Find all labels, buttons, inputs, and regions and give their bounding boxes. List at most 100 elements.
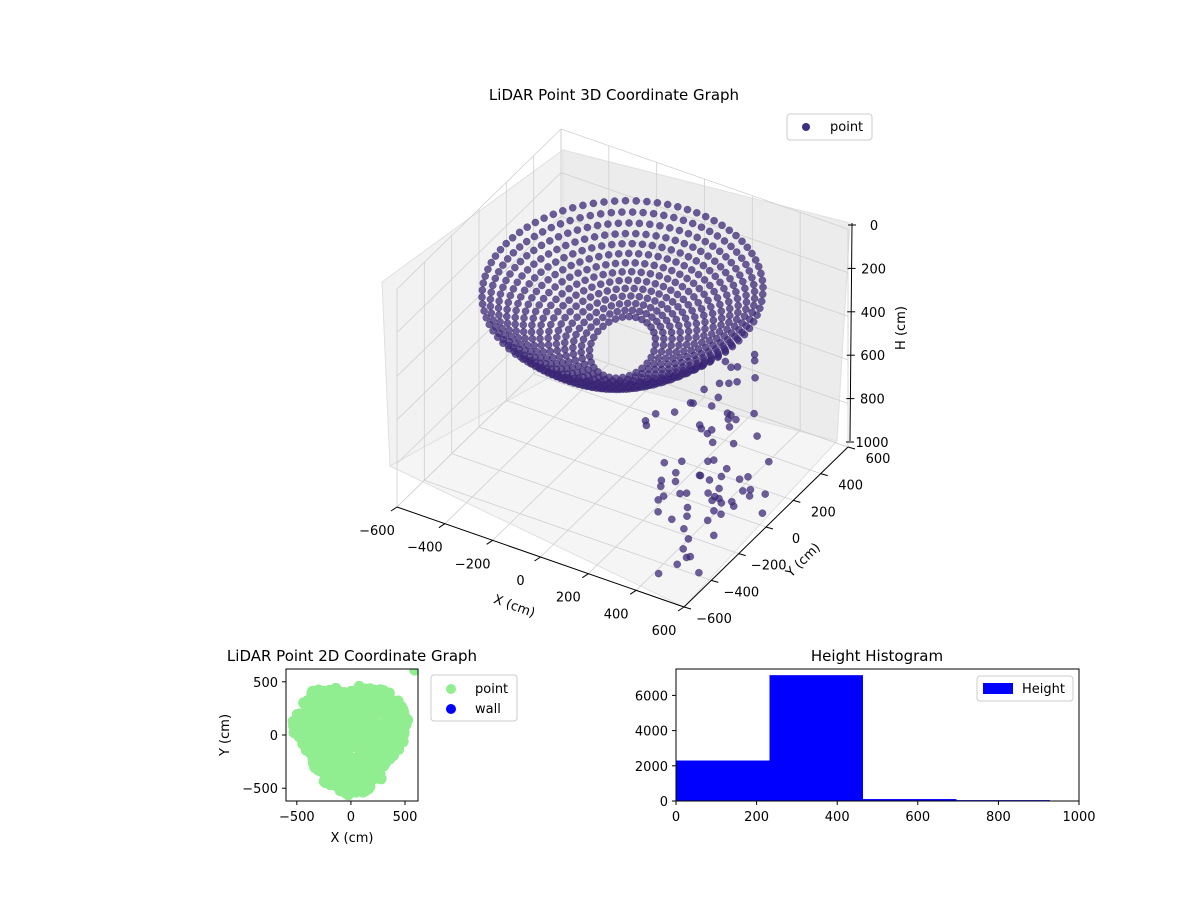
y-tick-mark-1: [711, 579, 719, 583]
point3d-46: [671, 468, 680, 477]
point3d-829: [610, 197, 619, 205]
hy-tick-label-3: 6000: [635, 689, 668, 704]
point3d-857: [653, 198, 662, 207]
point3d-843: [675, 226, 684, 235]
point3d-216: [530, 341, 539, 350]
point3d-708: [673, 290, 682, 299]
point3d-470: [758, 509, 767, 518]
point3d-781: [611, 230, 619, 238]
y-tick-mark-6: [847, 446, 856, 450]
point3d-342: [499, 283, 507, 292]
hx-tick-label-0: 0: [672, 810, 680, 825]
point3d-74: [679, 545, 688, 553]
grid-back-h-0: [560, 128, 849, 230]
point3d-689: [585, 255, 594, 263]
point3d-823: [662, 233, 670, 242]
point3d-729: [573, 226, 582, 234]
point3d-862: [692, 208, 701, 217]
point3d-724: [684, 287, 693, 296]
point3d-361: [545, 327, 553, 336]
point3d-507: [721, 357, 730, 366]
point2d-525: [377, 696, 389, 708]
point3d-679: [547, 223, 556, 232]
point3d-174: [709, 531, 718, 540]
point3d-241: [519, 327, 528, 336]
point3d-744: [663, 274, 672, 283]
y-tick-label-5: 400: [838, 479, 863, 494]
point3d-750: [689, 279, 698, 288]
point3d-344: [506, 291, 515, 300]
point3d-354: [618, 373, 627, 382]
point3d-617: [530, 232, 539, 241]
point3d-409: [577, 341, 586, 350]
point3d-393: [632, 368, 640, 377]
point2d-587: [333, 758, 345, 770]
point3d-703: [601, 260, 610, 269]
point3d-519: [751, 373, 759, 382]
legend-height-label: Height: [1022, 682, 1065, 697]
point3d-856: [718, 221, 726, 230]
point3d-581: [593, 299, 602, 307]
histogram-frame: [675, 668, 1080, 802]
point3d-155: [478, 300, 487, 308]
point3d-611: [537, 241, 546, 250]
y-tick-mark-3: [765, 526, 774, 530]
point3d-548: [738, 487, 747, 495]
point3d-478: [657, 347, 666, 356]
point3d-727: [580, 235, 589, 244]
plot3d-title: LiDAR Point 3D Coordinate Graph: [489, 86, 739, 104]
point3d-846: [732, 231, 740, 240]
point3d-194: [495, 311, 503, 319]
point3d-592: [652, 317, 661, 326]
point3d-523: [565, 296, 573, 305]
point3d-641: [618, 292, 627, 301]
point3d-520: [682, 340, 691, 349]
point3d-697: [578, 246, 586, 255]
point3d-364: [707, 402, 716, 410]
point3d-368: [710, 492, 719, 501]
point2d-679: [392, 734, 404, 746]
point3d-381: [494, 267, 503, 276]
point3d-844: [713, 232, 722, 240]
y-tick-label-3: 0: [792, 532, 800, 547]
point3d-594: [701, 325, 709, 333]
point2d-685: [369, 726, 381, 738]
point3d-813: [642, 230, 650, 239]
point3d-429: [717, 499, 726, 507]
point3d-518: [579, 307, 587, 316]
point3d-675: [599, 270, 607, 279]
point3d-693: [647, 287, 656, 296]
point3d-347: [569, 350, 578, 359]
point3d-489: [694, 345, 703, 353]
point3d-444: [661, 354, 670, 363]
legend-point-marker-2d: [446, 684, 456, 694]
point3d-726: [732, 288, 740, 296]
legend-wall-marker: [446, 704, 456, 714]
point3d-352: [529, 314, 538, 323]
point3d-399: [546, 320, 555, 329]
histogram-title: Height Histogram: [811, 647, 943, 665]
point3d-815: [625, 219, 633, 227]
point3d-800: [751, 256, 760, 264]
plot3d-ticks: −600−400−2000200400600−600−400−200020040…: [359, 219, 890, 639]
point3d-651: [531, 218, 540, 227]
point3d-622: [672, 315, 681, 324]
point3d-589: [579, 286, 588, 295]
point3d-392: [531, 307, 540, 316]
point3d-650: [757, 297, 766, 306]
point3d-751: [631, 259, 640, 267]
point3d-778: [687, 266, 696, 274]
point3d-435: [564, 325, 573, 334]
plot2d-legend: point wall: [430, 674, 518, 722]
point3d-332: [560, 345, 569, 354]
point3d-720: [659, 282, 668, 291]
point3d-196: [533, 347, 541, 356]
point3d-522: [690, 339, 699, 348]
point2d-666: [333, 700, 345, 712]
point3d-253: [479, 279, 488, 287]
point3d-711: [618, 268, 626, 276]
point3d-834: [701, 237, 710, 246]
point3d-853: [679, 216, 688, 225]
point3d-731: [710, 287, 718, 296]
point3d-806: [710, 257, 719, 266]
